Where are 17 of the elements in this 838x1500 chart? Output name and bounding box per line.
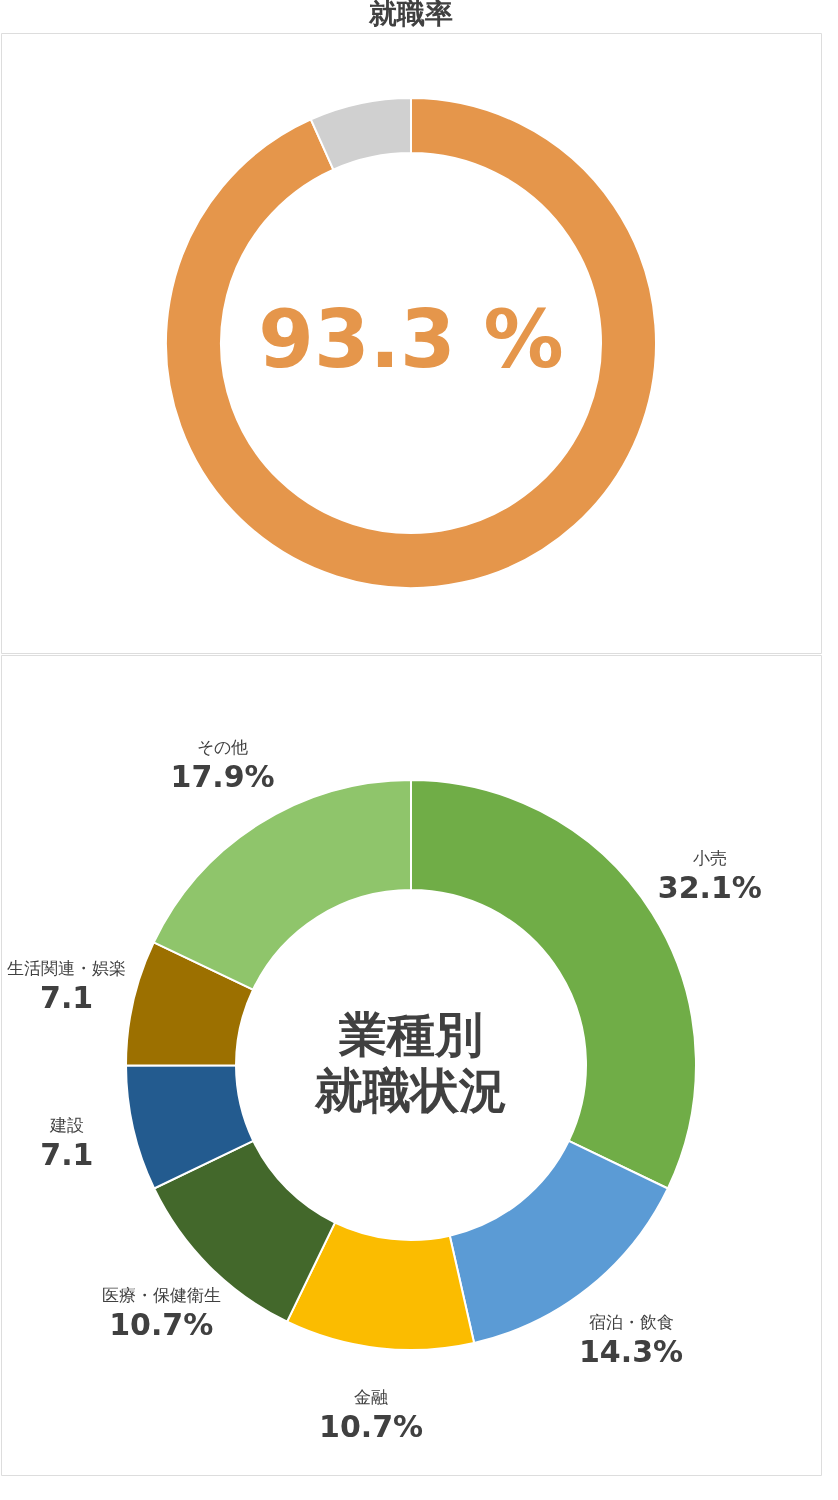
data-label: 32.1% <box>657 870 762 906</box>
text: 93.3 % <box>258 293 564 386</box>
slice-label: その他 <box>197 737 249 758</box>
data-label: 14.3% <box>578 1334 684 1370</box>
slice-label: 医療・保健衛生 <box>101 1285 221 1306</box>
data-label: 10.7% <box>319 1408 424 1444</box>
data-label: 7.1 <box>40 1136 94 1172</box>
text: 業種別就職状況 <box>314 1006 507 1118</box>
slice-label: 宿泊・飲食 <box>588 1312 674 1333</box>
data-label: 17.9% <box>170 759 275 795</box>
slice-label: 金融 <box>354 1386 389 1407</box>
data-label: 10.7% <box>109 1307 214 1343</box>
data-label: 7.1 <box>40 980 94 1016</box>
slice-label: 生活関連・娯楽 <box>7 958 127 979</box>
slice-label: 小売 <box>692 848 727 869</box>
slice-label: 建設 <box>48 1114 84 1135</box>
donut-slice <box>165 97 657 589</box>
